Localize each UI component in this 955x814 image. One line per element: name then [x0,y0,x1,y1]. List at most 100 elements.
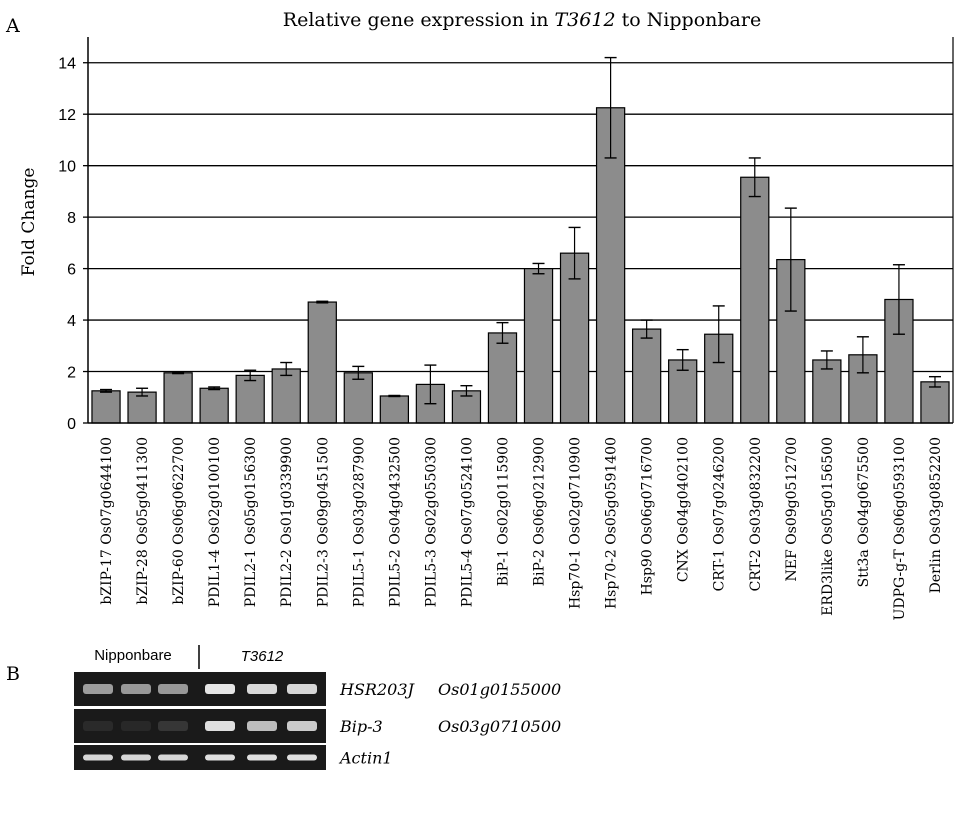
gel-band [158,721,188,731]
error-bar [100,388,113,393]
y-tick-label: 0 [67,416,76,433]
gel-band [205,754,235,761]
gel-gene-label: HSR203J [339,680,416,699]
gel-row: Actin1 [74,745,393,770]
gel-band [83,754,113,761]
bar [235,374,265,424]
gel-image: HSR203J Os01g0155000 Bip-3 Os03g0710500 Acti… [74,672,561,770]
gel-band [205,721,235,731]
y-tick-label: 14 [58,56,76,73]
chart-title-prefix: Relative gene expression in [283,9,555,31]
bar [343,372,373,424]
bar [307,301,337,424]
bar [163,372,193,424]
gel-band [247,721,277,731]
bars [91,107,950,424]
error-bar [244,369,257,382]
bar [91,390,121,424]
x-tick-label: Hsp90 Os06g0716700 [640,437,656,595]
error-bar [676,348,689,371]
x-tick-label: PDIL5-4 Os07g0524100 [459,437,475,607]
chart-title-suffix: to Nipponbare [616,9,762,31]
x-tick-label: Hsp70-2 Os05g0591400 [604,437,620,609]
y-tick-labels: 0 2 4 6 8 10 12 14 [58,56,76,433]
bar [740,176,770,424]
bar [776,258,806,424]
gel-band [121,721,151,731]
error-bar [604,56,617,159]
gel-gene-label: Actin1 [338,749,393,768]
error-bar [568,226,581,280]
x-tick-label: PDIL5-2 Os04g0432500 [387,437,403,607]
t3612-label: T3612 [241,648,284,665]
bar [595,107,626,424]
error-bar [208,386,221,391]
x-tick-label: PDIL2-2 Os01g0339900 [279,437,295,607]
chart-title-italic: T3612 [555,9,616,31]
y-tick-label: 8 [67,210,76,227]
error-bar [748,157,761,198]
error-bar [820,350,833,370]
gel-band [287,684,317,694]
error-bar [424,364,437,405]
gel-band [121,754,151,761]
x-tick-label: BiP-1 Os02g0115900 [495,437,511,586]
gel-band [287,721,317,731]
error-bar [136,387,149,397]
error-bar [388,394,401,398]
error-bar [172,371,185,375]
gel-background [74,745,326,770]
error-bar [856,336,869,374]
error-bar [352,365,365,380]
gel-band [121,684,151,694]
x-tick-label: BiP-2 Os06g0212900 [532,437,548,586]
bar [920,381,950,424]
bar [559,252,590,424]
error-bar [928,375,941,388]
x-tick-label: bZIP-17 Os07g0644100 [99,437,115,605]
x-tick-label: Hsp70-1 Os02g0710900 [568,437,584,609]
x-tick-label: PDIL5-3 Os02g0550300 [423,437,439,607]
error-bars [100,56,941,405]
bar [199,387,229,424]
x-tick-label: PDIL2-1 Os05g0156300 [243,437,259,607]
x-tick-label: Stt3a Os04g0675500 [856,437,872,587]
gel-band [158,684,188,694]
bar [523,268,554,424]
x-tick-label: NEF Os09g0512700 [784,437,800,581]
x-tick-label: CRT-1 Os07g0246200 [712,437,728,591]
y-tick-label: 6 [67,262,76,279]
error-bar [496,321,509,344]
gel-band [83,721,113,731]
gel-locus-label: Os03g0710500 [438,717,561,736]
gel-background [74,672,326,706]
error-bar [712,305,725,364]
gel-band [83,684,113,694]
x-tick-label: ERD3like Os05g0156500 [820,437,836,616]
x-tick-label: bZIP-28 Os05g0411300 [135,437,151,605]
x-tick-label: PDIL2-3 Os09g0451500 [315,437,331,607]
nipponbare-label: Nipponbare [94,647,172,664]
error-bar [892,264,905,335]
x-tick-label: PDIL1-4 Os02g0100100 [207,437,223,607]
y-tick-label: 2 [67,365,76,382]
bar [271,368,301,424]
gel-locus-label: Os01g0155000 [438,680,561,699]
bar [631,328,662,424]
gel-band [158,754,188,761]
error-bar [316,300,329,304]
gel-band [247,684,277,694]
x-tick-label: bZIP-60 Os06g0622700 [171,437,187,605]
error-bar [640,319,653,339]
y-tick-label: 10 [58,159,76,176]
error-bar [460,384,473,397]
gel-band [205,684,235,694]
gel-band [287,754,317,761]
error-bar [532,262,545,275]
axes [83,37,954,424]
x-tick-label: PDIL5-1 Os03g0287900 [351,437,367,607]
x-tick-label: Derlin Os03g0852200 [928,437,944,593]
chart-title: Relative gene expression in T3612 to Nip… [283,9,761,31]
error-bar [784,207,797,312]
panel-a-label: A [5,15,20,37]
